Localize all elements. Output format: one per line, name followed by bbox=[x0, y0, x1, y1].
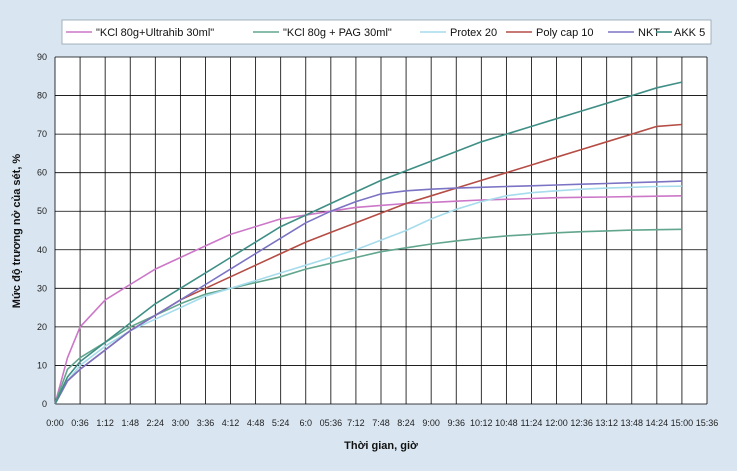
series-layer bbox=[54, 81, 683, 405]
x-tick-label: 15:36 bbox=[696, 418, 719, 428]
x-tick-label: 7:48 bbox=[372, 418, 390, 428]
legend-entry: NKT bbox=[638, 27, 660, 39]
legend-box bbox=[61, 19, 712, 45]
x-tick-label: 13:48 bbox=[621, 418, 644, 428]
x-tick-label: 1:48 bbox=[121, 418, 139, 428]
x-tick-label: 13:12 bbox=[595, 418, 618, 428]
x-tick-label: 4:48 bbox=[247, 418, 265, 428]
y-axis-title: Mức độ trương nở của sét, % bbox=[11, 154, 23, 309]
x-tick-label: 3:36 bbox=[197, 418, 215, 428]
series-line-3 bbox=[54, 185, 682, 405]
x-tick-label: 12:00 bbox=[545, 418, 568, 428]
series-line-1 bbox=[54, 195, 682, 405]
y-tick-label: 80 bbox=[37, 91, 47, 101]
series-line-2 bbox=[54, 228, 682, 405]
legend: "KCl 80g+Ultrahib 30ml" "KCl 80g + PAG 30… bbox=[61, 19, 712, 45]
series-line-5 bbox=[54, 180, 682, 405]
x-tick-label: 5:24 bbox=[272, 418, 290, 428]
legend-entry: Poly cap 10 bbox=[536, 27, 593, 39]
x-tick-label: 3:00 bbox=[172, 418, 190, 428]
legend-entry: "KCl 80g+Ultrahib 30ml" bbox=[96, 27, 214, 39]
y-tick-label: 30 bbox=[37, 283, 47, 293]
x-axis-title: Thời gian, giờ bbox=[344, 440, 418, 452]
x-tick-label: 8:24 bbox=[397, 418, 415, 428]
y-tick-label: 50 bbox=[37, 206, 47, 216]
x-tick-label: 1:12 bbox=[96, 418, 114, 428]
legend-entry: Protex 20 bbox=[450, 27, 497, 39]
x-tick-label: 10:12 bbox=[470, 418, 493, 428]
x-tick-label: 11:24 bbox=[521, 418, 543, 428]
x-tick-label: 05:36 bbox=[320, 418, 343, 428]
y-tick-label: 60 bbox=[37, 168, 47, 178]
x-tick-label: 10:48 bbox=[495, 418, 518, 428]
x-tick-labels: 0:00 0:36 1:12 1:48 2:24 3:00 3:36 4:12 4:48 5:24… bbox=[46, 418, 718, 428]
x-tick-label: 12:36 bbox=[570, 418, 593, 428]
x-tick-label: 0:36 bbox=[71, 418, 89, 428]
x-tick-label: 0:00 bbox=[46, 418, 64, 428]
y-tick-label: 10 bbox=[37, 360, 47, 370]
y-tick-labels: 0 10 20 30 40 50 60 70 80 90 bbox=[37, 52, 47, 409]
x-tick-label: 9:36 bbox=[447, 418, 465, 428]
series-line-6 bbox=[54, 81, 683, 405]
x-tick-label: 9:00 bbox=[422, 418, 440, 428]
legend-items: "KCl 80g+Ultrahib 30ml" "KCl 80g + PAG 30… bbox=[66, 27, 705, 39]
y-tick-label: 20 bbox=[37, 322, 47, 332]
legend-entry: "KCl 80g + PAG 30ml" bbox=[283, 27, 392, 39]
grid bbox=[54, 56, 708, 405]
x-tick-label: 2:24 bbox=[147, 418, 165, 428]
x-tick-label: 15:00 bbox=[671, 418, 694, 428]
x-tick-label: 4:12 bbox=[222, 418, 240, 428]
y-tick-label: 40 bbox=[37, 245, 47, 255]
legend-entry: AKK 5 bbox=[674, 27, 705, 39]
x-tick-label: 7:12 bbox=[347, 418, 365, 428]
y-tick-label: 90 bbox=[37, 52, 47, 62]
y-tick-label: 0 bbox=[42, 399, 47, 409]
y-tick-label: 70 bbox=[37, 129, 47, 139]
x-tick-label: 6:0 bbox=[300, 418, 313, 428]
x-tick-label: 14:24 bbox=[646, 418, 669, 428]
